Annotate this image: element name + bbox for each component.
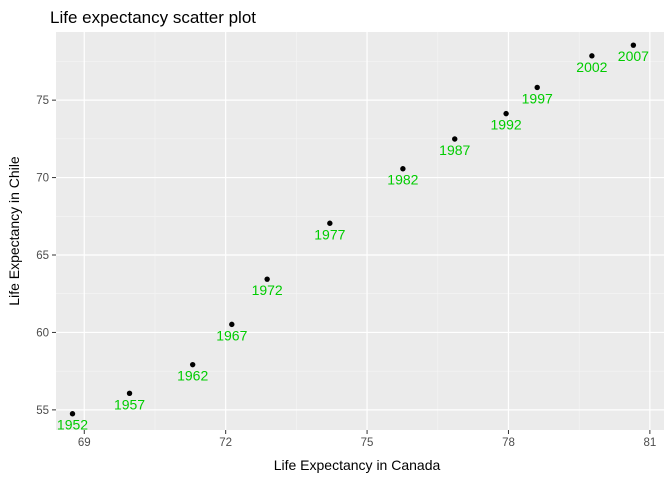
data-point [126,390,133,396]
x-tick-label: 72 [219,437,232,449]
chart-title: Life expectancy scatter plot [50,8,256,27]
point-label: 1987 [439,142,470,158]
x-tick-label: 78 [502,437,515,449]
point-label: 2007 [618,48,649,64]
data-point [503,110,509,117]
x-tick-label: 81 [643,437,656,449]
data-point [630,42,637,48]
data-point [327,220,333,226]
point-label: 1977 [314,226,345,242]
point-label: 1972 [252,282,283,298]
point-label: 1992 [491,117,522,133]
major-gridlines [56,32,664,430]
point-label: 1967 [216,327,247,343]
point-labels: 1952 1957 1962 1967 1972 1977 1982 1987 19921997… [57,48,649,433]
data-point [452,136,458,142]
minor-gridlines [56,32,664,430]
point-label: 1997 [522,90,553,106]
point-label: 1962 [177,368,208,384]
x-tick-label: 75 [361,437,374,449]
y-tick-label: 75 [36,95,49,107]
y-axis-ticks: 55 60 65 70 75 [36,95,56,417]
plot-panel [56,32,664,430]
y-tick-label: 70 [36,173,49,185]
y-axis-title: Life Expectancy in Chile [6,156,22,306]
data-point [264,276,270,282]
data-point [189,361,196,368]
point-label: 1957 [114,396,145,412]
y-tick-label: 60 [36,327,49,339]
y-tick-label: 65 [36,250,49,262]
point-label: 2002 [576,59,607,75]
data-point [400,166,406,172]
data-point [69,411,76,417]
x-tick-label: 69 [78,437,91,449]
data-point [534,84,540,91]
data-points [69,42,637,417]
x-axis-ticks: 69 72 75 78 81 [78,430,656,449]
data-point [589,53,595,59]
data-point [229,321,235,328]
point-label: 1982 [387,172,418,188]
point-label: 1952 [57,417,88,433]
x-axis-title: Life Expectancy in Canada [274,457,441,473]
y-tick-label: 55 [36,405,49,417]
